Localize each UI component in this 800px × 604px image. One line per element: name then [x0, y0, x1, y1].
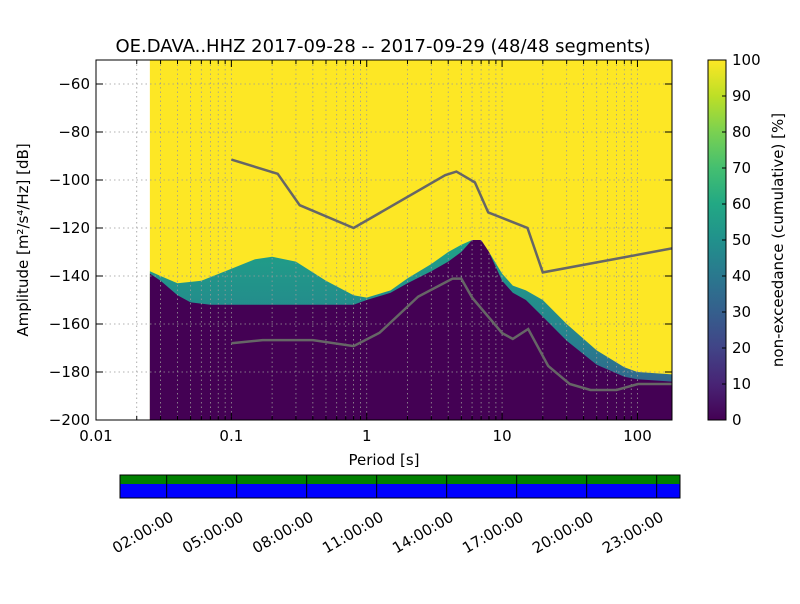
timeline-tick-label: 02:00:00	[109, 508, 176, 557]
x-tick-label: 10	[493, 427, 512, 445]
timeline-tick-label: 20:00:00	[529, 508, 596, 557]
colorbar-label: non-exceedance (cumulative) [%]	[769, 113, 787, 367]
colorbar-tick-label: 60	[732, 195, 751, 213]
timeline-coverage-bar-lower	[120, 484, 680, 498]
colorbar-tick-label: 90	[732, 87, 751, 105]
timeline-coverage-bar-upper	[120, 475, 680, 484]
y-tick-label: −100	[49, 171, 90, 189]
colorbar-tick-label: 30	[732, 303, 751, 321]
colorbar-tick-label: 0	[732, 411, 742, 429]
timeline-tick-label: 17:00:00	[459, 508, 526, 557]
colorbar-tick-label: 20	[732, 339, 751, 357]
nhnm-model-line	[231, 158, 672, 274]
y-tick-label: −80	[58, 123, 90, 141]
y-tick-label: −180	[49, 363, 90, 381]
x-axis-label: Period [s]	[348, 451, 419, 469]
x-tick-label: 0.1	[219, 427, 243, 445]
colorbar-ticks: 0 10 20 30 40 50 60 70 80 90 100	[722, 51, 761, 429]
heatmap-low-probability-region	[149, 240, 672, 420]
timeline-tick-label: 05:00:00	[179, 508, 246, 557]
colorbar-tick-label: 100	[732, 51, 761, 69]
y-tick-label: −120	[49, 219, 90, 237]
timeline-tick-label: 08:00:00	[249, 508, 316, 557]
timeline-frame	[119, 474, 681, 499]
timeline-tick-label: 14:00:00	[389, 508, 456, 557]
y-axis: −200 −180 −160 −140 −120 −100 −80 −60	[49, 75, 672, 429]
colorbar-tick-label: 10	[732, 375, 751, 393]
y-tick-label: −160	[49, 315, 90, 333]
nlnm-model-line	[231, 277, 672, 392]
x-axis: 0.01 0.1 1 10 100	[79, 60, 652, 445]
y-tick-label: −60	[58, 75, 90, 93]
x-tick-label: 100	[623, 427, 652, 445]
colorbar-tick-label: 70	[732, 159, 751, 177]
grid	[96, 60, 672, 420]
timeline-tick-label: 11:00:00	[319, 508, 386, 557]
x-tick-label: 0.01	[79, 427, 112, 445]
timeline-tick-label: 23:00:00	[599, 508, 666, 557]
psd-heatmap	[96, 60, 672, 420]
plot-frame	[95, 59, 673, 421]
x-tick-label: 1	[362, 427, 372, 445]
colorbar-tick-label: 80	[732, 123, 751, 141]
y-tick-label: −140	[49, 267, 90, 285]
y-axis-label: Amplitude [m²/s⁴/Hz] [dB]	[14, 143, 32, 336]
colorbar-tick-label: 50	[732, 231, 751, 249]
colorbar-tick-label: 40	[732, 267, 751, 285]
y-tick-label: −200	[49, 411, 90, 429]
chart-title: OE.DAVA..HHZ 2017-09-28 -- 2017-09-29 (4…	[115, 36, 650, 57]
